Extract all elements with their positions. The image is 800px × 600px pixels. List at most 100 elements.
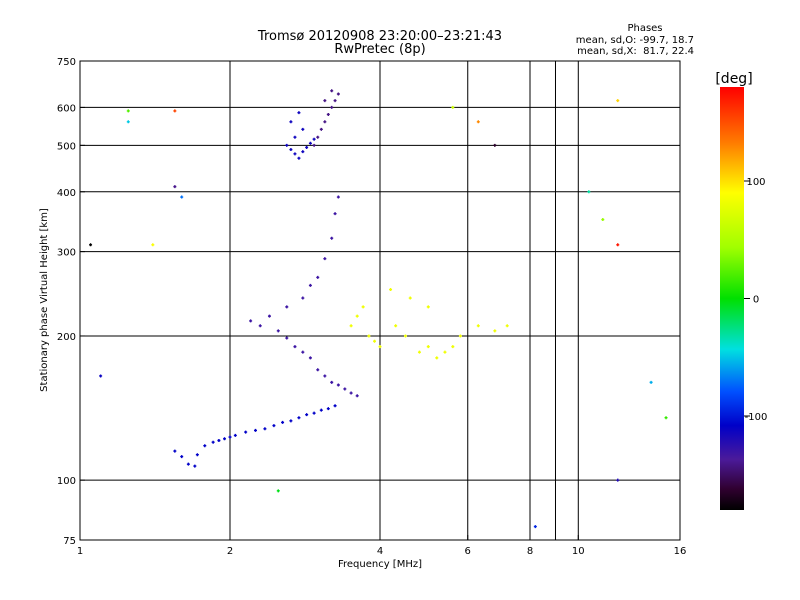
- y-axis-ticks: 75 100 200 300 400 500 600 750: [57, 57, 85, 547]
- y-tick-label: 100: [57, 476, 76, 487]
- data-point: [330, 236, 334, 240]
- data-point: [323, 374, 327, 378]
- data-point: [326, 112, 330, 116]
- data-point: [389, 288, 393, 292]
- data-point: [330, 89, 334, 93]
- data-point: [263, 427, 267, 431]
- data-point: [281, 420, 285, 424]
- data-point: [126, 109, 130, 113]
- data-point: [355, 394, 359, 398]
- data-point: [355, 314, 359, 318]
- data-point: [316, 275, 320, 279]
- data-point: [316, 368, 320, 372]
- data-point: [476, 324, 480, 328]
- x-tick-label: 1: [77, 546, 83, 557]
- data-point: [493, 329, 497, 333]
- data-point: [297, 111, 301, 115]
- data-point: [285, 143, 289, 147]
- data-point: [336, 92, 340, 96]
- data-point: [89, 243, 93, 247]
- data-point: [378, 345, 382, 349]
- data-point: [343, 387, 347, 391]
- data-point: [330, 105, 334, 109]
- colorbar-tick-label: 0: [753, 295, 759, 306]
- stats-line-x: mean, sd,X: 81.7, 22.4: [577, 46, 694, 57]
- data-point: [305, 145, 309, 149]
- data-point: [319, 127, 323, 131]
- data-point: [505, 324, 509, 328]
- y-axis-label: Stationary phase Virtual Height [km]: [39, 208, 50, 392]
- data-point: [333, 212, 337, 216]
- data-point: [301, 150, 305, 154]
- data-point: [336, 195, 340, 199]
- data-point: [361, 305, 365, 309]
- data-point: [493, 143, 497, 147]
- data-point: [394, 324, 398, 328]
- chart-subtitle: RwPretec (8p): [334, 42, 425, 57]
- data-point: [203, 444, 207, 448]
- data-point: [312, 411, 316, 415]
- data-point: [233, 433, 237, 437]
- data-point: [308, 356, 312, 360]
- data-point: [319, 408, 323, 412]
- colorbar-tick-label: 100: [746, 177, 765, 188]
- data-point: [316, 135, 320, 139]
- data-point: [333, 99, 337, 103]
- y-tick-label: 500: [57, 141, 76, 152]
- data-point: [276, 329, 280, 333]
- data-point: [180, 195, 184, 199]
- data-point: [616, 99, 620, 103]
- data-point: [249, 319, 253, 323]
- data-point: [336, 383, 340, 387]
- data-marks: [89, 89, 668, 529]
- data-point: [312, 137, 316, 141]
- data-point: [223, 437, 227, 441]
- data-point: [301, 350, 305, 354]
- x-tick-label: 8: [527, 546, 533, 557]
- data-point: [312, 143, 316, 147]
- data-point: [293, 345, 297, 349]
- y-tick-label: 600: [57, 103, 76, 114]
- data-point: [99, 374, 103, 378]
- data-point: [193, 464, 197, 468]
- data-point: [272, 424, 276, 428]
- data-point: [443, 350, 447, 354]
- data-point: [173, 449, 177, 453]
- data-point: [305, 413, 309, 417]
- data-point: [333, 404, 337, 408]
- data-point: [616, 478, 620, 482]
- y-tick-label: 75: [63, 536, 76, 547]
- data-point: [476, 120, 480, 124]
- stats-title: Phases: [627, 23, 662, 34]
- data-point: [289, 148, 293, 152]
- data-point: [293, 135, 297, 139]
- y-tick-label: 200: [57, 332, 76, 343]
- data-point: [293, 152, 297, 156]
- data-point: [323, 99, 327, 103]
- x-tick-label: 10: [572, 546, 585, 557]
- data-point: [173, 109, 177, 113]
- data-point: [664, 416, 668, 420]
- data-point: [308, 141, 312, 145]
- data-point: [285, 305, 289, 309]
- data-point: [276, 489, 280, 493]
- data-point: [323, 120, 327, 124]
- data-point: [323, 257, 327, 261]
- data-point: [301, 127, 305, 131]
- data-point: [533, 525, 537, 529]
- x-tick-label: 16: [674, 546, 687, 557]
- data-point: [289, 419, 293, 423]
- data-point: [180, 455, 184, 459]
- data-point: [297, 416, 301, 420]
- data-point: [195, 453, 199, 457]
- data-point: [285, 336, 289, 340]
- colorbar-label: [deg]: [715, 71, 752, 87]
- data-point: [426, 345, 430, 349]
- data-point: [186, 462, 190, 466]
- data-point: [616, 243, 620, 247]
- data-point: [330, 380, 334, 384]
- data-point: [267, 314, 271, 318]
- data-point: [649, 380, 653, 384]
- colorbar: [720, 87, 744, 510]
